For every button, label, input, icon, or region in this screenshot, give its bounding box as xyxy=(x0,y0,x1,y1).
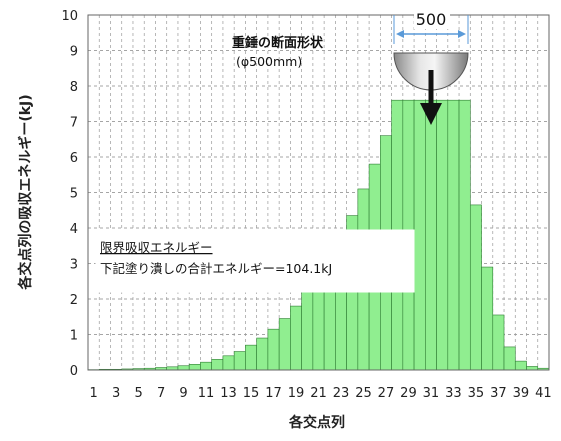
bar-12 xyxy=(211,359,224,371)
bar-20 xyxy=(301,291,314,371)
hammer-title: 重錘の断面形状 xyxy=(232,35,324,51)
y-tick-label: 0 xyxy=(70,364,78,379)
bar-37 xyxy=(492,314,505,371)
bar-11 xyxy=(200,361,212,371)
y-tick-label: 1 xyxy=(70,329,78,344)
bar-40 xyxy=(526,366,539,371)
y-tick-label: 6 xyxy=(70,151,78,166)
bar-32 xyxy=(436,99,449,371)
y-axis-label: 各交点列の吸収エネルギー(kJ) xyxy=(17,94,34,290)
hammer-shape xyxy=(393,52,469,125)
y-tick-label: 5 xyxy=(70,187,78,202)
bar-16 xyxy=(256,337,269,371)
x-axis-ticks: 1 3 5 7 9 11 13 15 17 19 21 23 25 27 29 31 33 35 37 39 41 xyxy=(89,386,551,401)
bar-34 xyxy=(458,99,471,371)
x-tick-label: 9 xyxy=(179,386,187,401)
bar-18 xyxy=(278,318,291,371)
x-tick-label: 5 xyxy=(134,386,142,401)
x-tick-label: 13 xyxy=(220,386,237,401)
bar-15 xyxy=(245,344,257,371)
x-tick-label: 15 xyxy=(243,386,260,401)
bar-14 xyxy=(233,351,246,371)
bar-36 xyxy=(481,266,494,371)
y-tick-label: 9 xyxy=(70,45,78,60)
x-tick-label: 3 xyxy=(112,386,120,401)
bar-30 xyxy=(413,99,426,371)
x-tick-label: 31 xyxy=(423,386,440,401)
y-tick-label: 3 xyxy=(70,258,78,273)
x-tick-label: 17 xyxy=(265,386,282,401)
x-tick-label: 33 xyxy=(445,386,462,401)
hammer-diameter: (φ500mm) xyxy=(236,54,302,69)
bar-39 xyxy=(514,360,527,371)
x-tick-label: 25 xyxy=(355,386,372,401)
x-tick-label: 7 xyxy=(157,386,165,401)
bar-35 xyxy=(469,204,482,371)
plot-frame xyxy=(87,14,550,371)
x-tick-label: 37 xyxy=(490,386,507,401)
bar-17 xyxy=(267,328,280,371)
x-axis-label: 各交点列 xyxy=(288,414,345,431)
x-tick-label: 1 xyxy=(89,386,97,401)
bar-38 xyxy=(503,346,516,371)
dimension-label: 500 xyxy=(416,10,447,29)
dimension-marker: 500 xyxy=(393,9,469,44)
bar-33 xyxy=(447,99,460,371)
x-tick-label: 11 xyxy=(198,386,215,401)
note-body: 下記塗り潰しの合計エネルギー=104.1kJ xyxy=(100,261,332,276)
note-title: 限界吸収エネルギー xyxy=(100,240,213,255)
y-tick-label: 2 xyxy=(70,293,78,308)
bar-9 xyxy=(177,365,190,371)
bar-31 xyxy=(425,99,437,371)
x-tick-label: 35 xyxy=(468,386,485,401)
bar-10 xyxy=(188,364,201,371)
note-box: 限界吸収エネルギー 下記塗り潰しの合計エネルギー=104.1kJ xyxy=(95,229,415,293)
y-tick-label: 7 xyxy=(70,116,78,131)
y-axis-ticks: 0 1 2 3 4 5 6 7 8 9 10 xyxy=(61,9,78,379)
x-tick-label: 29 xyxy=(400,386,417,401)
y-tick-label: 10 xyxy=(61,9,78,24)
bar-13 xyxy=(222,355,235,371)
bar-19 xyxy=(290,305,302,371)
y-tick-label: 4 xyxy=(70,222,78,237)
y-tick-label: 8 xyxy=(70,80,78,95)
x-tick-label: 23 xyxy=(333,386,350,401)
x-tick-label: 41 xyxy=(535,386,552,401)
x-tick-label: 27 xyxy=(378,386,395,401)
x-tick-label: 21 xyxy=(310,386,327,401)
x-tick-label: 19 xyxy=(288,386,305,401)
x-tick-label: 39 xyxy=(513,386,530,401)
